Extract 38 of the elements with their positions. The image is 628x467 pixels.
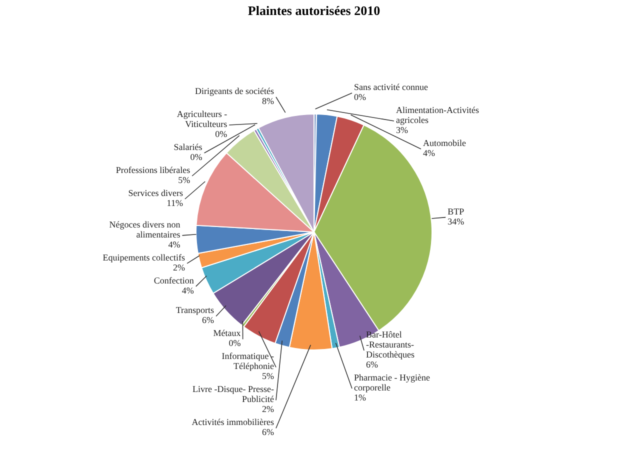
slice-label: Salariés <box>174 142 203 152</box>
chart-title: Plaintes autorisées 2010 <box>248 3 380 18</box>
data-label: 2% <box>262 404 274 414</box>
data-label: 5% <box>262 371 274 382</box>
data-label: 0% <box>215 129 228 140</box>
slice-label: Professions libérales <box>116 165 191 176</box>
data-label: 34% <box>448 216 465 226</box>
slice-label: Services divers <box>128 188 184 198</box>
data-label: 0% <box>228 338 242 348</box>
data-label: 5% <box>178 175 191 186</box>
slice-label: Activités immobilières <box>192 417 274 428</box>
slice-label: Informatique - Téléphonie <box>222 351 274 372</box>
slice-label: Pharmacie - Hygiène corporelle <box>354 372 430 392</box>
data-label: 4% <box>422 148 436 158</box>
slice-label: Métaux <box>213 328 242 338</box>
data-label: 11% <box>166 198 184 208</box>
data-label: 8% <box>262 96 274 106</box>
slice-label: Automobile <box>422 138 466 148</box>
slice-label: Dirigeants de sociétés <box>195 86 274 96</box>
slice-label: Equipements collectifs <box>102 252 186 262</box>
data-label: 2% <box>173 262 186 272</box>
data-label: 4% <box>168 239 181 250</box>
data-label: 3% <box>396 125 408 136</box>
slice-label: Sans activité connue <box>354 82 428 92</box>
data-label: 6% <box>262 427 274 438</box>
data-label: 0% <box>354 92 366 102</box>
slice-label: BTP <box>448 206 464 216</box>
data-label: 1% <box>354 392 366 402</box>
slice-label: Confection <box>154 275 194 286</box>
slice-label: Alimentation-Activités agricoles <box>396 105 480 126</box>
slice-label: Transports <box>176 305 215 316</box>
data-label: 4% <box>182 285 194 296</box>
data-label: 0% <box>190 152 203 162</box>
slice-label: Agriculteurs - Viticulteurs <box>176 109 228 130</box>
data-label: 6% <box>366 359 379 370</box>
slice-label: Livre -Disque- Presse-Publicité <box>192 384 274 404</box>
data-label: 6% <box>202 315 215 326</box>
slice-label: Négoces divers non alimentaires <box>109 219 181 240</box>
